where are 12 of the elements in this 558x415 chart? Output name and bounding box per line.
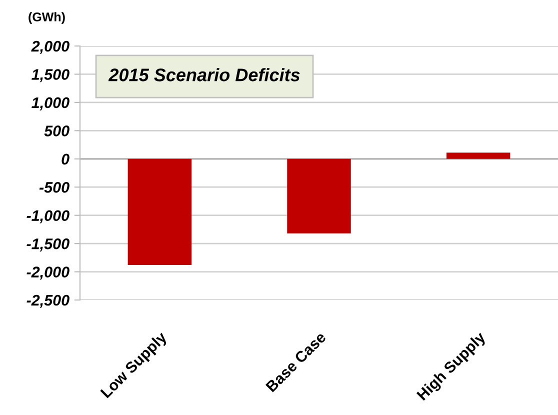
y-tick-label: 1,500 [32, 69, 70, 82]
y-axis-title: (GWh) [28, 12, 65, 24]
y-tick-label: -2,500 [26, 294, 70, 308]
y-tick-label: -500 [39, 182, 70, 193]
y-tick-label: 1,000 [32, 97, 70, 110]
y-tick-label: 2,000 [31, 40, 70, 54]
text: 2015 Scenario Deficits [108, 68, 300, 82]
y-tick-label: -2,000 [26, 266, 70, 280]
y-tick-label: 0 [62, 154, 70, 165]
y-tick-label: 500 [44, 126, 70, 136]
y-tick-label: -1,500 [26, 238, 70, 252]
y-tick-label: -1,000 [26, 210, 70, 224]
